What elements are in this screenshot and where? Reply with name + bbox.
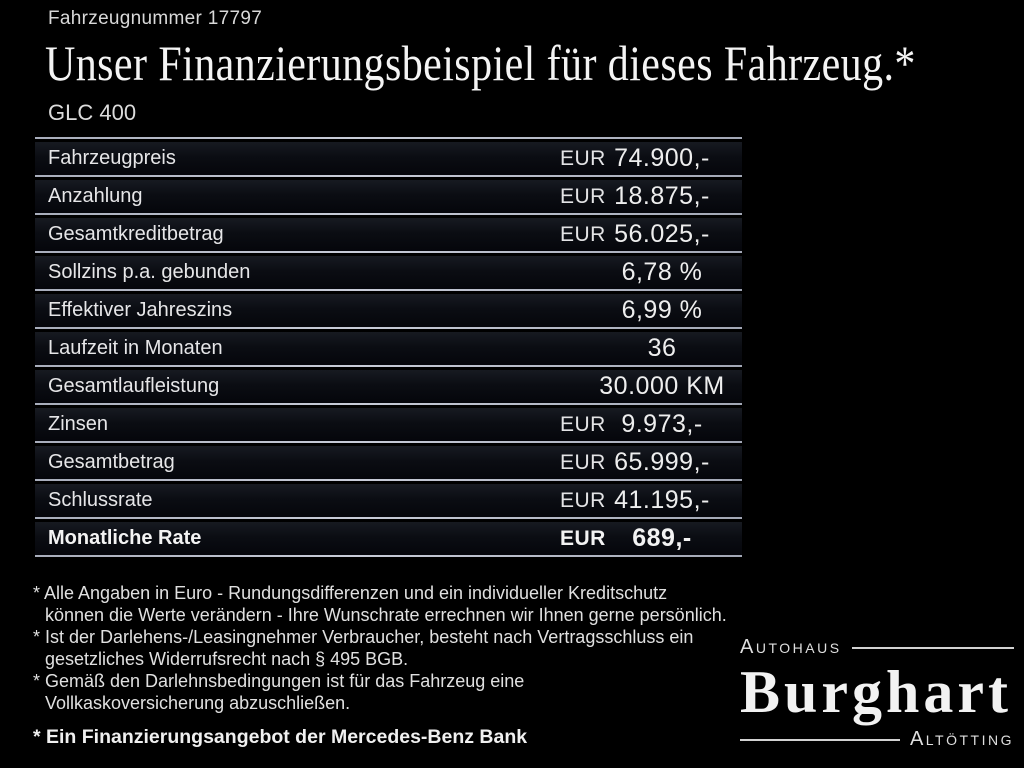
- row-value-area: 6,99 %: [560, 294, 742, 327]
- row-label: Fahrzeugpreis: [48, 147, 176, 169]
- row-value-area: EUR 41.195,-: [560, 484, 742, 517]
- footnote-line: * Alle Angaben in Euro - Rundungsdiffere…: [33, 583, 668, 603]
- footnote-vollkasko: * Gemäß den Darlehnsbedingungen ist für …: [33, 670, 768, 714]
- footnote-widerrufsrecht: * Ist der Darlehens-/Leasingnehmer Verbr…: [33, 626, 768, 670]
- table-separator: [35, 175, 742, 177]
- dealer-logo: Autohaus Burghart Altötting: [740, 636, 1014, 751]
- row-value-area: EUR 65.999,-: [560, 446, 742, 479]
- row-value-area: EUR 56.025,-: [560, 218, 742, 251]
- table-separator: [35, 517, 742, 519]
- row-value: 689,-: [632, 524, 692, 552]
- row-label: Zinsen: [48, 413, 109, 435]
- footnote-line: gesetzliches Widerrufsrecht nach § 495 B…: [45, 649, 409, 669]
- footnotes: * Alle Angaben in Euro - Rundungsdiffere…: [33, 582, 768, 714]
- currency-label: EUR: [560, 222, 606, 246]
- footnote-rounding: * Alle Angaben in Euro - Rundungsdiffere…: [33, 582, 768, 626]
- logo-rule-bottom: [740, 738, 900, 741]
- table-row-monatliche-rate: Monatliche Rate EUR 689,-: [35, 522, 742, 555]
- table-row-schlussrate: Schlussrate EUR 41.195,-: [35, 484, 742, 517]
- page-title-text: Unser Finanzierungsbeispiel für dieses F…: [45, 35, 916, 91]
- table-separator: [35, 289, 742, 291]
- currency-label: EUR: [560, 526, 606, 550]
- dealer-logo-autohaus-label: Autohaus: [740, 636, 842, 658]
- financing-table: Fahrzeugpreis EUR 74.900,- Anzahlung EUR…: [35, 137, 742, 560]
- row-value: 36: [647, 334, 677, 362]
- table-row-fahrzeugpreis: Fahrzeugpreis EUR 74.900,-: [35, 142, 742, 175]
- currency-label: EUR: [560, 146, 606, 170]
- table-separator: [35, 251, 742, 253]
- table-row-laufzeit: Laufzeit in Monaten 36: [35, 332, 742, 365]
- row-value: 65.999,-: [614, 448, 710, 476]
- table-separator: [35, 137, 742, 139]
- table-row-sollzins: Sollzins p.a. gebunden 6,78 %: [35, 256, 742, 289]
- currency-label: EUR: [560, 488, 606, 512]
- dealer-logo-bottom-row: Altötting: [740, 728, 1014, 751]
- financing-bank-note: * Ein Finanzierungsangebot der Mercedes-…: [33, 726, 528, 748]
- vehicle-number: Fahrzeugnummer 17797: [48, 8, 263, 29]
- row-value: 6,99 %: [621, 296, 703, 324]
- row-label: Schlussrate: [48, 489, 153, 511]
- row-value-area: EUR 74.900,-: [560, 142, 742, 175]
- row-value-area: EUR 9.973,-: [560, 408, 742, 441]
- table-separator: [35, 327, 742, 329]
- table-separator: [35, 555, 742, 557]
- row-value-area: EUR 689,-: [560, 522, 742, 555]
- row-value: 18.875,-: [614, 182, 710, 210]
- row-value: 74.900,-: [614, 144, 710, 172]
- table-row-zinsen: Zinsen EUR 9.973,-: [35, 408, 742, 441]
- row-value: 56.025,-: [614, 220, 710, 248]
- row-label: Monatliche Rate: [48, 527, 202, 549]
- dealer-logo-top-row: Autohaus: [740, 636, 1014, 659]
- row-value: 30.000 KM: [599, 372, 725, 400]
- currency-label: EUR: [560, 412, 606, 436]
- table-row-gesamtbetrag: Gesamtbetrag EUR 65.999,-: [35, 446, 742, 479]
- footnote-line: * Gemäß den Darlehnsbedingungen ist für …: [33, 671, 525, 691]
- currency-label: EUR: [560, 184, 606, 208]
- table-row-anzahlung: Anzahlung EUR 18.875,-: [35, 180, 742, 213]
- row-value: 41.195,-: [614, 486, 710, 514]
- row-value-area: 6,78 %: [560, 256, 742, 289]
- dealer-logo-city-label: Altötting: [909, 728, 1014, 750]
- vehicle-model: GLC 400: [48, 100, 137, 125]
- page-title: Unser Finanzierungsbeispiel für dieses F…: [45, 34, 1024, 92]
- table-separator: [35, 403, 742, 405]
- row-value: 9.973,-: [621, 410, 703, 438]
- table-separator: [35, 365, 742, 367]
- table-row-effektiver-jahreszins: Effektiver Jahreszins 6,99 %: [35, 294, 742, 327]
- row-value-area: 30.000 KM: [560, 370, 742, 403]
- row-label: Gesamtbetrag: [48, 451, 175, 473]
- row-label: Anzahlung: [48, 185, 143, 207]
- currency-label: EUR: [560, 450, 606, 474]
- footnote-line: * Ist der Darlehens-/Leasingnehmer Verbr…: [33, 627, 694, 647]
- row-label: Laufzeit in Monaten: [48, 337, 223, 359]
- footnote-line: können die Werte verändern - Ihre Wunsch…: [45, 605, 727, 625]
- table-separator: [35, 479, 742, 481]
- row-value: 6,78 %: [621, 258, 703, 286]
- table-separator: [35, 213, 742, 215]
- row-label: Sollzins p.a. gebunden: [48, 261, 251, 283]
- logo-rule-top: [851, 646, 1014, 649]
- row-label: Gesamtkreditbetrag: [48, 223, 224, 245]
- table-separator: [35, 441, 742, 443]
- table-row-gesamtkreditbetrag: Gesamtkreditbetrag EUR 56.025,-: [35, 218, 742, 251]
- table-row-gesamtlaufleistung: Gesamtlaufleistung 30.000 KM: [35, 370, 742, 403]
- dealer-logo-name: Burghart: [740, 659, 1012, 725]
- row-value-area: 36: [560, 332, 742, 365]
- row-value-area: EUR 18.875,-: [560, 180, 742, 213]
- footnote-line: Vollkaskoversicherung abzuschließen.: [45, 693, 351, 713]
- row-label: Effektiver Jahreszins: [48, 299, 233, 321]
- row-label: Gesamtlaufleistung: [48, 375, 220, 397]
